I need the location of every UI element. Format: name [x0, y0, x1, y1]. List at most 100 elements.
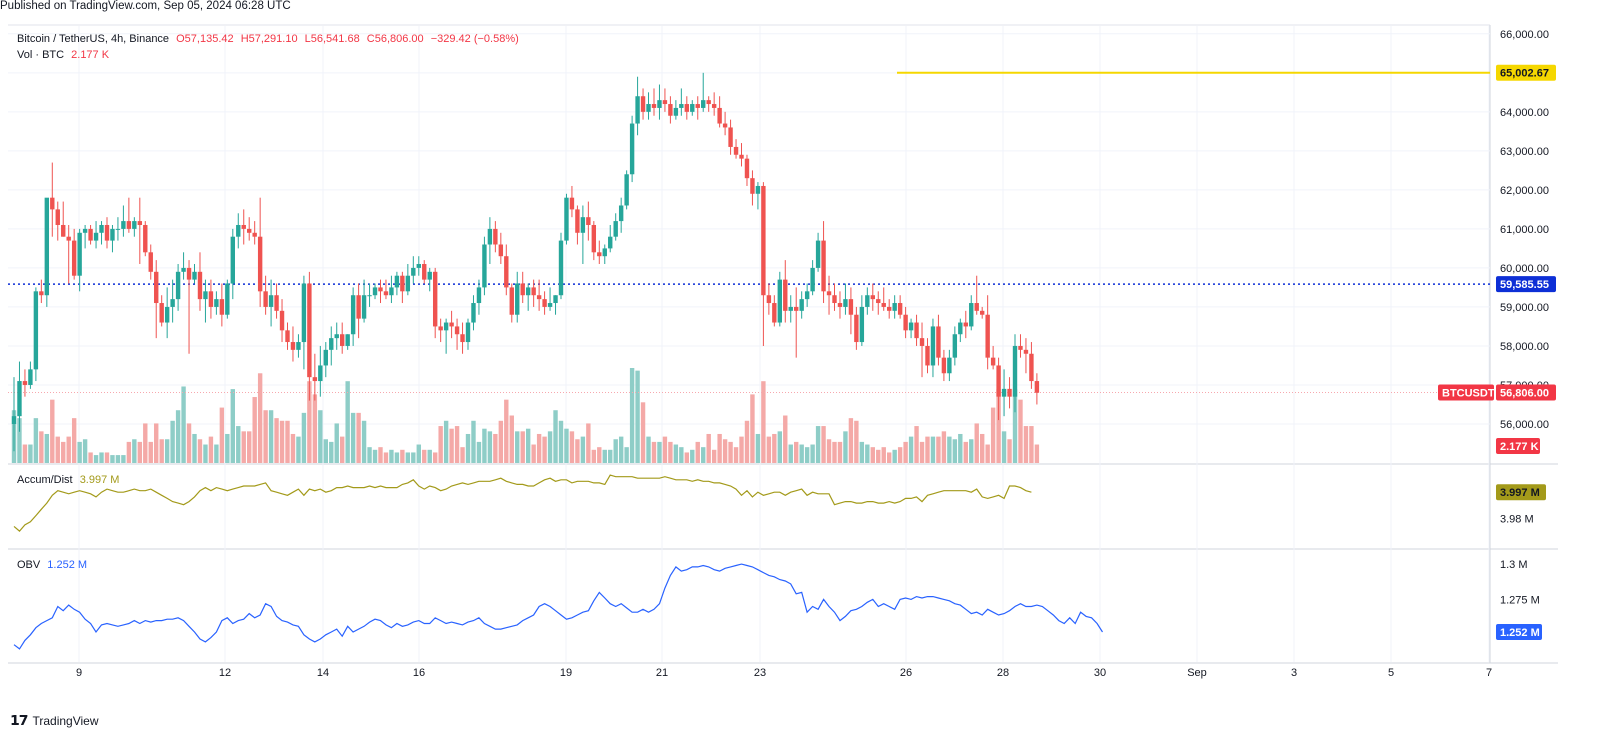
candle-body — [870, 295, 875, 300]
volume-bar — [356, 412, 361, 463]
volume-bar — [1023, 426, 1029, 463]
candle-body — [848, 299, 854, 315]
volume-bar — [657, 441, 662, 463]
volume-bar — [821, 426, 826, 463]
candle-body — [460, 334, 465, 343]
volume-bar — [739, 436, 744, 463]
volume-bar — [482, 428, 487, 463]
level-tag-blue: 59,585.55 — [1500, 279, 1549, 291]
x-tick-label: 12 — [219, 667, 231, 679]
candle-body — [378, 287, 383, 292]
volume-bar — [651, 441, 657, 463]
volume-bar — [586, 423, 591, 463]
candle-body — [263, 291, 268, 307]
volume-bar — [301, 412, 307, 463]
candle-body — [482, 244, 487, 288]
candle-body — [443, 322, 449, 331]
candle-body — [367, 295, 372, 297]
volume-bar — [22, 444, 28, 463]
volume-bar — [400, 449, 405, 463]
volume-bar — [613, 439, 618, 463]
candle-body — [602, 248, 607, 257]
accum-dist-line — [13, 474, 1032, 532]
candle-body — [329, 338, 334, 350]
volume-bar — [132, 439, 137, 463]
volume-bar — [99, 452, 104, 463]
candle-body — [706, 100, 711, 105]
candle-body — [301, 283, 307, 343]
accum-label[interactable]: Accum/Dist — [17, 474, 73, 486]
volume-bar — [427, 449, 432, 463]
volume-bar — [252, 397, 257, 463]
symbol-label[interactable]: Bitcoin / TetherUS, 4h, Binance — [17, 33, 170, 45]
obv-label[interactable]: OBV — [17, 559, 41, 571]
y-tick-label: 59,000.00 — [1500, 302, 1549, 314]
volume-bar — [881, 447, 886, 463]
candle-body — [186, 267, 192, 280]
candle-body — [646, 104, 651, 112]
tradingview-logo[interactable]: 𝟭𝟳 TradingView — [10, 712, 99, 729]
candle-body — [826, 291, 832, 296]
candle-body — [739, 154, 744, 159]
volume-bar — [536, 433, 542, 463]
volume-bar — [471, 420, 476, 463]
volume-bar — [285, 420, 290, 463]
candle-body — [400, 275, 405, 292]
volume-bar — [597, 447, 602, 463]
candle-body — [170, 299, 175, 307]
accum-value-tag: 3.997 M — [1500, 487, 1540, 499]
candle-body — [509, 287, 514, 315]
volume-bar — [695, 441, 700, 463]
candle-body — [438, 326, 443, 331]
y-tick-label: 58,000.00 — [1500, 341, 1549, 353]
volume-bar — [547, 431, 553, 463]
volume-label[interactable]: Vol · BTC — [17, 49, 65, 61]
candle-body — [569, 197, 575, 210]
candle-body — [71, 240, 77, 276]
volume-bar — [919, 441, 925, 463]
candle-body — [290, 342, 296, 350]
candle-body — [1001, 388, 1007, 397]
candle-body — [323, 349, 328, 366]
volume-bar — [487, 431, 493, 463]
volume-legend: Vol · BTC 2.177 K — [17, 49, 113, 61]
candle-body — [772, 303, 777, 323]
candle-body — [990, 357, 996, 366]
volume-bar — [476, 441, 482, 463]
volume-bar — [520, 431, 525, 463]
volume-bar — [454, 426, 460, 463]
candle-body — [843, 299, 848, 307]
candle-body — [750, 178, 755, 194]
volume-bar — [662, 436, 668, 463]
volume-bar — [372, 449, 378, 463]
volume-bar — [154, 423, 159, 463]
candle-body — [876, 299, 881, 304]
volume-bar — [1007, 439, 1012, 463]
close-value: C56,806.00 — [366, 33, 424, 45]
x-tick-label: 28 — [997, 667, 1009, 679]
x-tick-label: 3 — [1291, 667, 1297, 679]
candle-body — [1034, 381, 1040, 393]
volume-bar — [104, 452, 110, 463]
candle-body — [733, 146, 739, 155]
volume-bar — [170, 420, 175, 463]
volume-bar — [958, 433, 963, 463]
candle-body — [22, 381, 28, 385]
volume-bar — [164, 439, 170, 463]
volume-bar — [810, 444, 815, 463]
x-tick-label: 16 — [413, 667, 425, 679]
x-tick-label: 21 — [656, 667, 668, 679]
candle-body — [996, 365, 1001, 397]
open-value: O57,135.42 — [176, 33, 234, 45]
volume-bar — [340, 436, 345, 463]
volume-bar — [777, 431, 782, 463]
candle-body — [493, 228, 498, 245]
candle-body — [394, 275, 400, 288]
volume-bar — [1001, 431, 1007, 463]
volume-bar — [334, 423, 339, 463]
candle-body — [241, 224, 246, 229]
candle-body — [914, 322, 919, 339]
candle-body — [44, 197, 50, 296]
candle-body — [181, 267, 186, 272]
